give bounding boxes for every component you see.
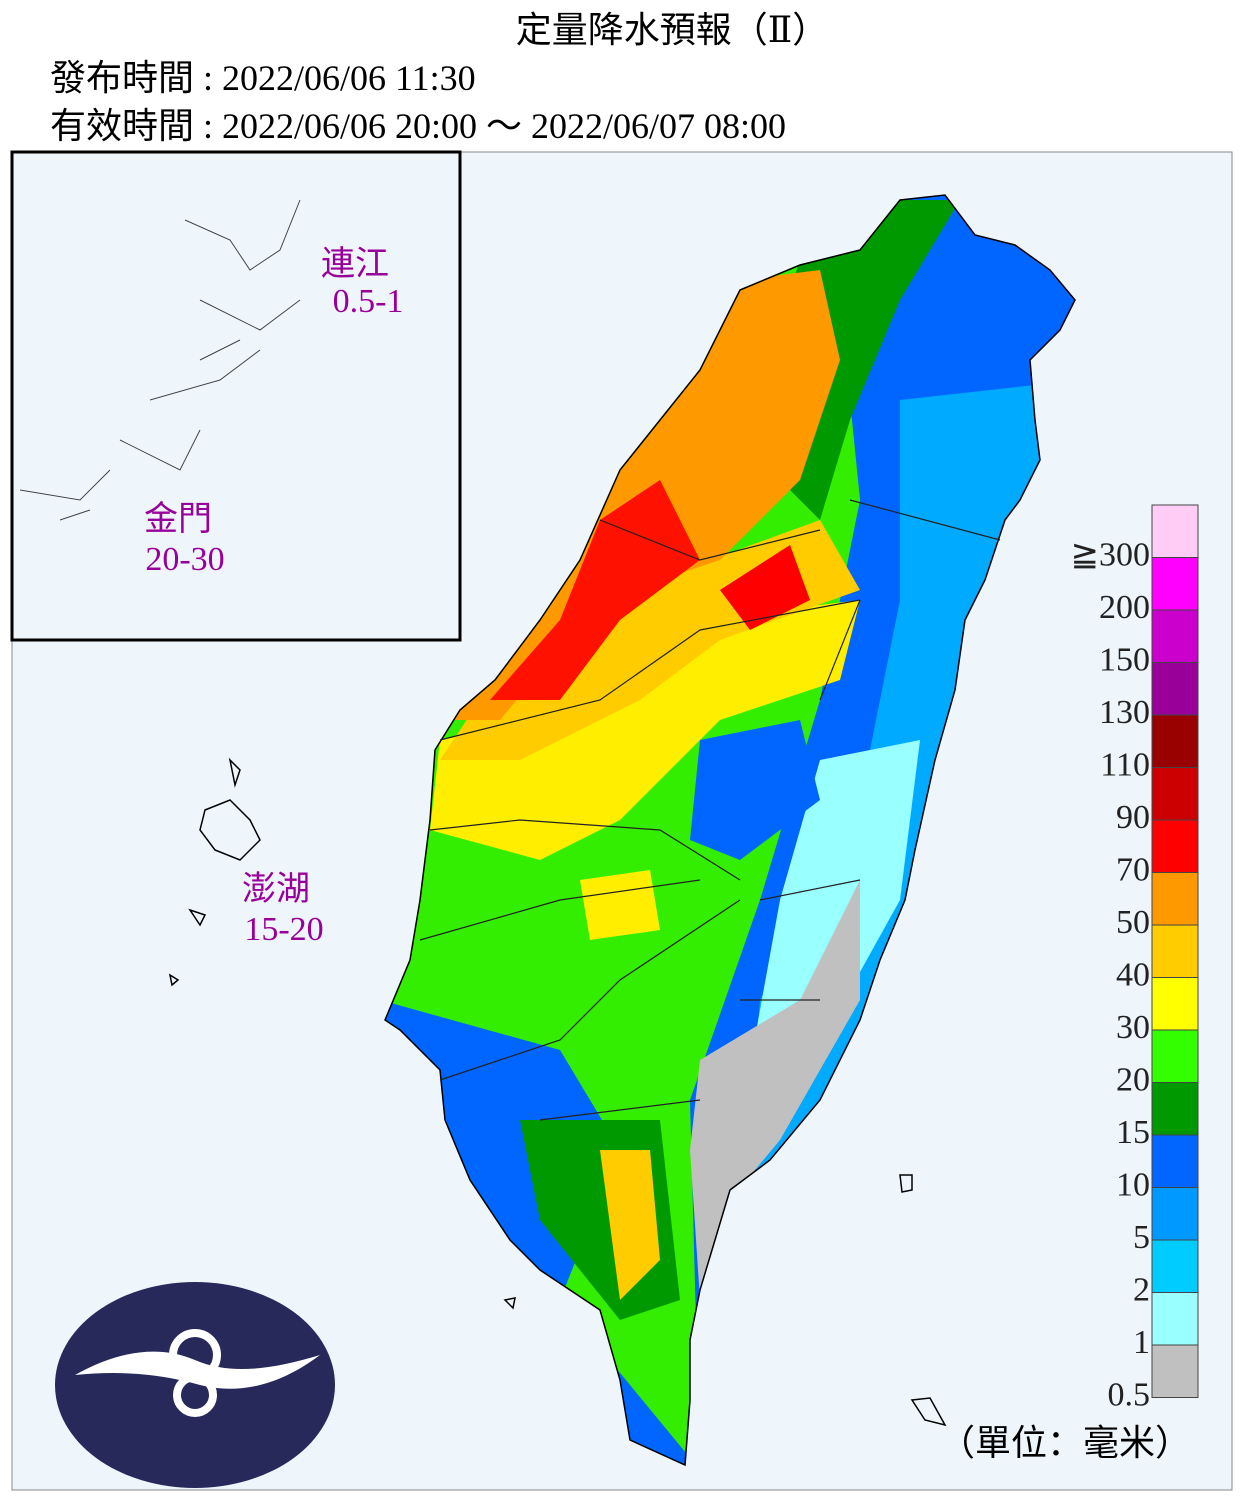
legend-label: 70 [1116,851,1150,888]
taiwan-outline [384,194,1076,1467]
legend-label: 110 [1100,746,1150,783]
legend-label: 200 [1099,589,1150,626]
legend-swatch [1151,1292,1199,1346]
legend-label: 130 [1099,694,1150,731]
unit-label: （單位：毫米） [939,1423,1191,1463]
legend-swatch [1151,1082,1199,1136]
legend-label: 40 [1116,956,1150,993]
issue-time: 發布時間 : 2022/06/06 11:30 [50,58,476,98]
legend-label: 15 [1116,1114,1150,1151]
legend-label: 5 [1133,1219,1150,1256]
legend-label: 20 [1116,1061,1150,1098]
legend-swatch [1151,872,1199,926]
legend-swatch [1151,977,1199,1031]
legend-label: 30 [1116,1009,1150,1046]
inset-frame [10,150,462,642]
island-value: 0.5-1 [333,283,404,320]
legend-swatch [1151,557,1199,611]
legend-swatch [1151,504,1199,558]
county-borders [419,499,1001,1121]
legend-swatch [1151,819,1199,873]
legend-label: 0.5 [1108,1376,1151,1413]
valid-time: 有效時間 : 2022/06/06 20:00 ～ 2022/06/07 08:… [50,106,786,146]
island-value: 15-20 [244,911,323,948]
map-title: 定量降水預報（Ⅱ） [516,10,828,50]
legend-swatch [1151,662,1199,716]
legend-label: 90 [1116,799,1150,836]
legend-label: 150 [1099,641,1150,678]
legend-swatch [1151,609,1199,663]
island-name: 連江 [321,245,389,283]
legend-label: 2 [1133,1271,1150,1308]
legend-label: ≧300 [1071,536,1151,573]
cwb-logo [55,1282,335,1488]
legend-swatch [1151,924,1199,978]
legend: ≧300 200 150 130 110 90 70 50 40 30 20 15 10 5 2 1 0.5 [1071,504,1199,1413]
legend-swatch [1151,714,1199,768]
small-islands [503,1174,947,1427]
legend-swatch [1151,1134,1199,1188]
penghu [168,757,261,987]
legend-swatch [1151,1187,1199,1241]
legend-label: 50 [1116,904,1150,941]
island-name: 金門 [144,500,212,538]
legend-swatch [1151,767,1199,821]
inset-coastline [19,199,301,521]
legend-label: 1 [1133,1324,1150,1361]
legend-swatch [1151,1029,1199,1083]
island-value: 20-30 [145,541,224,578]
legend-label: 10 [1116,1166,1150,1203]
legend-swatch [1151,1239,1199,1293]
island-name: 澎湖 [242,870,310,908]
legend-swatch [1151,1344,1199,1398]
